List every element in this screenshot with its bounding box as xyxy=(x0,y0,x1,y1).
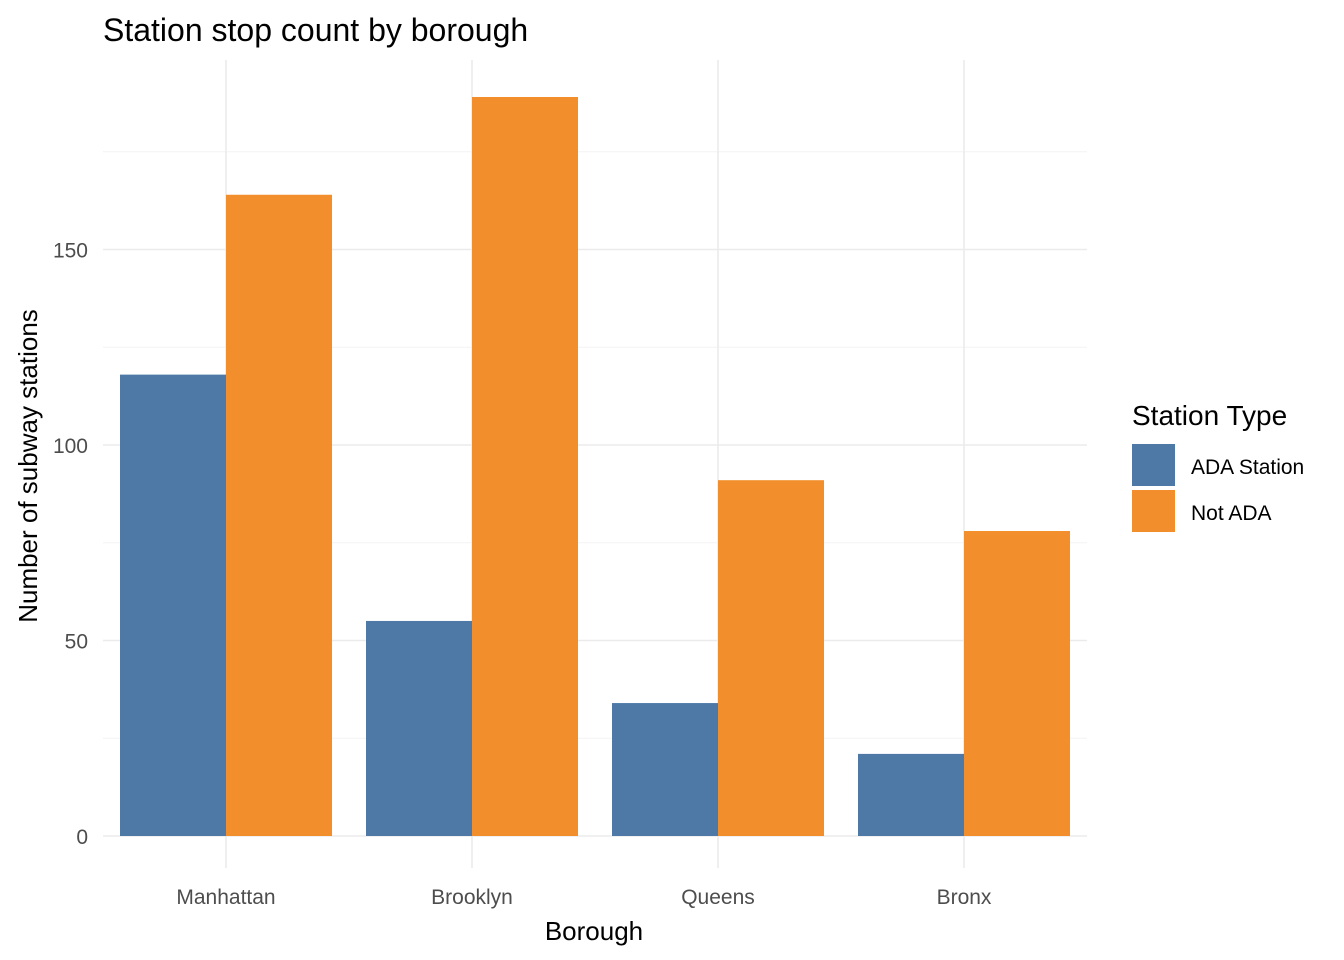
bars xyxy=(120,97,1070,836)
bar-not-ada-bronx xyxy=(964,531,1070,836)
bar-not-ada-queens xyxy=(718,480,824,836)
x-tick-label: Bronx xyxy=(937,886,992,909)
legend-label-ada-station: ADA Station xyxy=(1191,456,1304,479)
bar-ada-station-bronx xyxy=(858,753,964,836)
legend-key-ada-station xyxy=(1132,444,1175,486)
bar-ada-station-brooklyn xyxy=(366,620,472,836)
y-axis-title: Number of subway stations xyxy=(13,309,43,623)
y-tick-label: 0 xyxy=(76,826,88,849)
y-tick-label: 100 xyxy=(53,435,88,458)
bar-ada-station-queens xyxy=(612,703,718,836)
x-tick-label: Queens xyxy=(681,886,755,909)
y-tick-label: 50 xyxy=(65,631,88,654)
bar-not-ada-manhattan xyxy=(226,194,332,836)
y-tick-label: 150 xyxy=(53,240,88,263)
legend: Station Type ADA Station Not ADA xyxy=(1132,400,1304,532)
legend-title: Station Type xyxy=(1132,400,1287,431)
legend-key-not-ada xyxy=(1132,490,1175,532)
x-axis-title: Borough xyxy=(545,916,643,946)
bar-ada-station-manhattan xyxy=(120,374,226,836)
x-tick-label: Manhattan xyxy=(176,886,275,909)
chart-title: Station stop count by borough xyxy=(103,12,528,48)
legend-label-not-ada: Not ADA xyxy=(1191,502,1272,525)
x-tick-label: Brooklyn xyxy=(431,886,513,909)
x-axis-ticks: Manhattan Brooklyn Queens Bronx xyxy=(176,886,992,909)
bar-not-ada-brooklyn xyxy=(472,97,578,836)
y-axis-ticks: 0 50 100 150 xyxy=(53,240,88,850)
